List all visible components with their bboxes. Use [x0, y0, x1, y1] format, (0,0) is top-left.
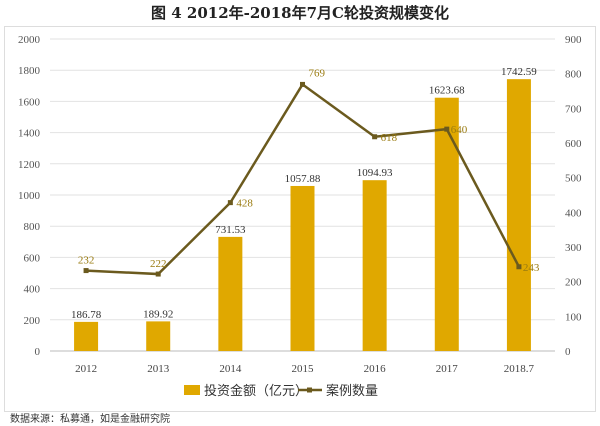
bar — [218, 236, 243, 351]
bar-data-label: 1057.88 — [285, 173, 321, 185]
right-tick-label: 700 — [565, 103, 582, 115]
source-note: 数据来源：私募通，如是金融研究院 — [10, 414, 170, 425]
bar-data-label: 1742.59 — [501, 66, 537, 78]
line-point — [83, 268, 89, 274]
bar-data-label: 731.53 — [215, 224, 246, 236]
left-tick-label: 1600 — [18, 96, 41, 108]
left-tick-label: 1400 — [18, 128, 41, 140]
x-tick-label: 2018.7 — [504, 363, 535, 375]
line-data-label: 222 — [150, 258, 167, 270]
line-data-label: 769 — [309, 67, 326, 79]
left-tick-label: 400 — [24, 284, 41, 296]
right-tick-label: 200 — [565, 277, 582, 289]
line-data-label: 428 — [236, 198, 253, 210]
legend-bar-swatch — [184, 385, 200, 395]
line-point — [155, 271, 161, 277]
bar-data-label: 1623.68 — [429, 85, 465, 97]
legend-line-marker — [307, 387, 312, 393]
x-tick-label: 2015 — [292, 363, 315, 375]
bar — [146, 321, 171, 351]
x-tick-label: 2014 — [219, 363, 242, 375]
left-tick-label: 1200 — [18, 159, 41, 171]
line-point — [300, 81, 305, 87]
line-data-label: 243 — [523, 262, 540, 274]
x-tick-label: 2016 — [364, 363, 387, 375]
left-tick-label: 1800 — [18, 65, 41, 77]
bar-data-label: 186.78 — [71, 309, 102, 321]
right-tick-label: 600 — [565, 138, 582, 150]
legend-line-label: 案例数量 — [326, 383, 378, 398]
left-tick-label: 1000 — [18, 190, 41, 202]
left-tick-label: 200 — [24, 315, 41, 327]
line-data-label: 640 — [451, 124, 468, 136]
right-tick-label: 100 — [565, 311, 582, 323]
right-tick-label: 500 — [565, 173, 582, 185]
bar-data-label: 1094.93 — [357, 167, 393, 179]
left-tick-label: 600 — [24, 252, 41, 264]
line-point — [372, 134, 378, 140]
right-tick-label: 300 — [565, 242, 582, 254]
line-point — [444, 126, 450, 132]
left-tick-label: 0 — [35, 346, 41, 358]
x-tick-label: 2017 — [436, 363, 459, 375]
left-tick-label: 2000 — [18, 34, 41, 46]
bar — [506, 79, 531, 352]
x-tick-label: 2012 — [75, 363, 97, 375]
right-tick-label: 400 — [565, 207, 582, 219]
line-data-label: 618 — [381, 132, 398, 144]
chart-frame — [4, 26, 596, 412]
bar — [74, 321, 99, 351]
line-data-label: 232 — [78, 255, 95, 267]
right-tick-label: 0 — [565, 346, 571, 358]
line-point — [516, 264, 522, 270]
left-tick-label: 800 — [24, 221, 41, 233]
right-tick-label: 800 — [565, 69, 582, 81]
line-point — [227, 200, 233, 206]
legend-bar-label: 投资金额（亿元） — [204, 383, 308, 398]
x-tick-label: 2013 — [147, 363, 170, 375]
bar — [362, 180, 387, 351]
right-tick-label: 900 — [565, 34, 582, 46]
bar — [434, 97, 459, 351]
bar — [290, 185, 315, 351]
chart-title: 图 4 2012年-2018年7月C轮投资规模变化 — [151, 4, 449, 22]
bar-data-label: 189.92 — [143, 308, 173, 320]
